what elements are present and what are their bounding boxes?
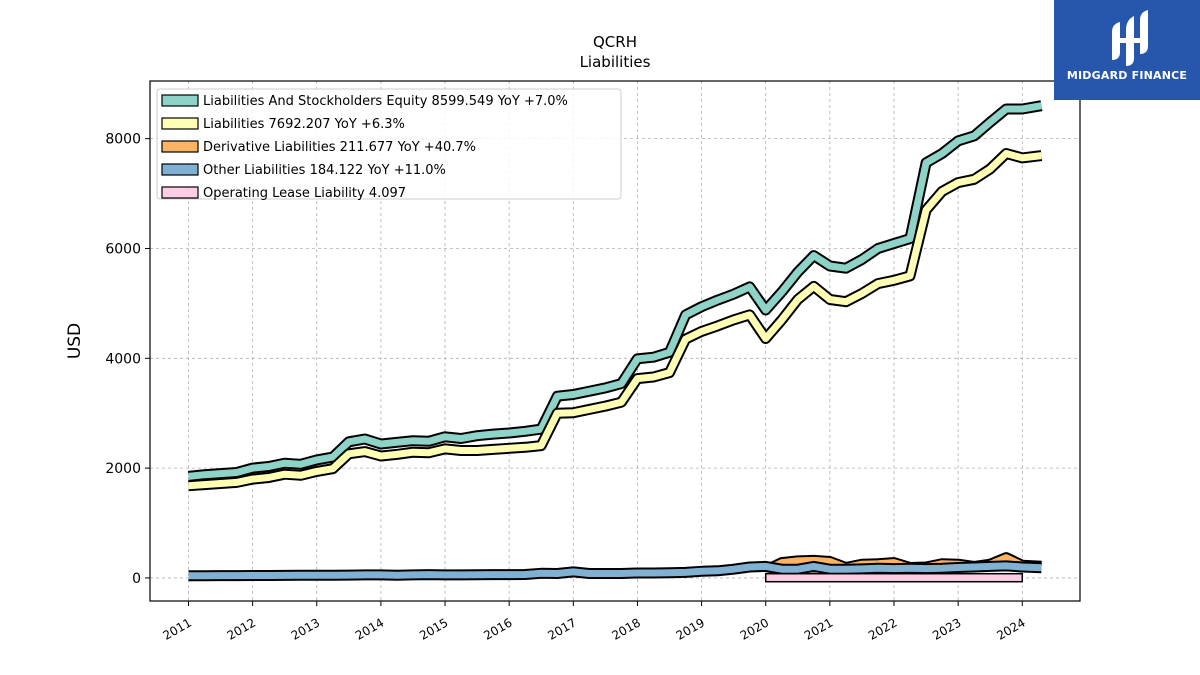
brand-mark-icon [1112, 10, 1148, 66]
legend-swatch [161, 94, 199, 107]
y-axis-label: USD [65, 323, 85, 359]
legend-item: Operating Lease Liability 4.097 [161, 186, 406, 201]
x-tick-label: 2023 [930, 615, 963, 642]
legend-item: Liabilities And Stockholders Equity 8599… [161, 94, 568, 109]
x-tick-label: 2011 [161, 615, 194, 642]
series-layer [187, 100, 1043, 583]
x-tick-label: 2021 [802, 615, 835, 642]
brand-name: MIDGARD FINANCE [1066, 69, 1188, 82]
series-liabilities [188, 148, 1043, 492]
y-tick-label: 6000 [105, 241, 141, 257]
legend-item: Derivative Liabilities 211.677 YoY +40.7… [161, 140, 476, 155]
series-line [188, 562, 1042, 580]
legend-label: Operating Lease Liability 4.097 [203, 186, 406, 201]
legend-item: Liabilities 7692.207 YoY +6.3% [161, 117, 405, 132]
chart-subtitle: Liabilities [580, 53, 651, 71]
x-tick-label: 2017 [545, 615, 578, 642]
chart-title: QCRH [593, 33, 637, 51]
x-tick-label: 2013 [289, 615, 322, 642]
plot-frame [149, 80, 1081, 602]
series-line [188, 150, 1042, 490]
y-tick-label: 8000 [105, 132, 141, 148]
y-tick-label: 4000 [105, 351, 141, 367]
series-line [188, 102, 1043, 480]
x-tick-label: 2018 [609, 615, 642, 642]
legend-label: Liabilities And Stockholders Equity 8599… [203, 94, 568, 109]
x-tick-label: 2014 [353, 615, 386, 642]
legend-swatch [161, 117, 199, 130]
series-band [764, 572, 1024, 583]
x-tick-label: 2016 [481, 615, 514, 642]
legend-swatch [161, 186, 199, 199]
legend-item: Other Liabilities 184.122 YoY +11.0% [161, 163, 446, 178]
x-tick-label: 2015 [417, 615, 450, 642]
x-tick-label: 2012 [225, 615, 258, 642]
x-tick-label: 2022 [866, 615, 899, 642]
brand-logo: MIDGARD FINANCE [1054, 0, 1200, 100]
x-tick-label: 2024 [994, 615, 1027, 642]
legend-swatch [161, 163, 199, 176]
legend-box [156, 88, 622, 200]
series-other-liabilities [188, 560, 1042, 582]
y-tick-label: 0 [132, 571, 141, 587]
legend[interactable]: Liabilities And Stockholders Equity 8599… [156, 88, 622, 201]
legend-label: Derivative Liabilities 211.677 YoY +40.7… [203, 140, 476, 155]
x-tick-label: 2019 [674, 615, 707, 642]
legend-label: Other Liabilities 184.122 YoY +11.0% [203, 163, 446, 178]
legend-label: Liabilities 7692.207 YoY +6.3% [203, 117, 405, 132]
series-operating-lease-liability [764, 572, 1024, 583]
series-liabilities-and-stockholders-equity [187, 100, 1043, 482]
y-tick-label: 2000 [105, 461, 141, 477]
legend-swatch [161, 140, 199, 153]
x-tick-label: 2020 [738, 615, 771, 642]
